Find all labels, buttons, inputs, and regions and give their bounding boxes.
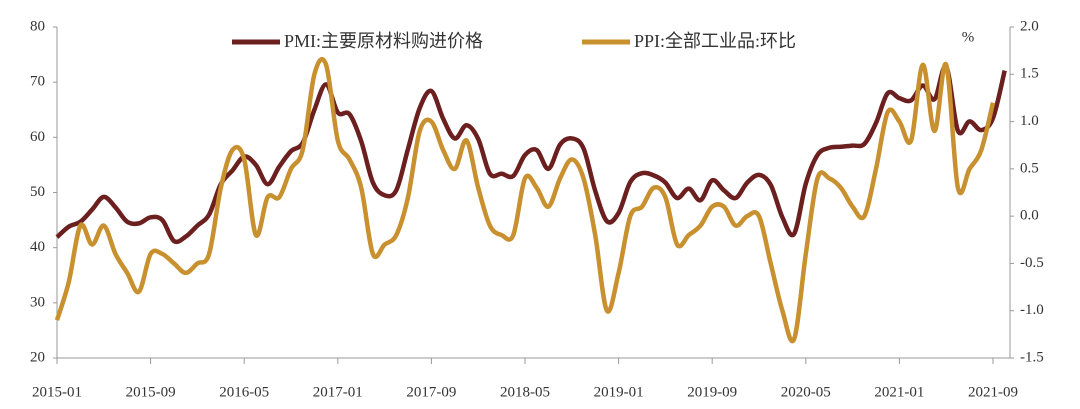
y-tick-label: 70	[30, 74, 45, 90]
x-tick-label: 2019-01	[594, 384, 644, 400]
series-line	[54, 56, 996, 344]
y2-tick-label: -0.5	[1020, 255, 1044, 271]
legend-label: PMI:主要原材料购进价格	[284, 31, 483, 51]
x-tick-label: 2016-05	[219, 384, 269, 400]
x-tick-label: 2021-01	[874, 384, 924, 400]
y2-tick-label: -1.5	[1020, 349, 1044, 365]
y2-tick-label: 2.0	[1020, 18, 1039, 34]
y2-unit: %	[962, 29, 975, 45]
y-tick-label: 30	[30, 294, 45, 310]
y2-tick-label: 0.0	[1020, 208, 1039, 224]
x-tick-label: 2019-09	[687, 384, 737, 400]
y2-tick-label: -1.0	[1020, 302, 1044, 318]
y2-tick-label: 0.5	[1020, 160, 1039, 176]
x-tick-label: 2015-09	[126, 384, 176, 400]
y-tick-label: 50	[30, 184, 45, 200]
x-tick-label: 2017-09	[406, 384, 456, 400]
x-tick-label: 2015-01	[32, 384, 82, 400]
x-tick-label: 2018-05	[500, 384, 550, 400]
y-tick-label: 20	[30, 349, 45, 365]
x-tick-label: 2021-09	[968, 384, 1018, 400]
legend: PMI:主要原材料购进价格 PPI:全部工业品:环比	[232, 31, 796, 51]
y-tick-label: 60	[30, 129, 45, 145]
y-tick-label: 80	[30, 18, 45, 34]
y-tick-label: 40	[30, 239, 45, 255]
x-tick-label: 2020-05	[781, 384, 831, 400]
y2-tick-label: 1.0	[1020, 113, 1039, 129]
y2-tick-label: 1.5	[1020, 66, 1039, 82]
series-line	[55, 64, 1007, 245]
legend-label: PPI:全部工业品:环比	[634, 31, 796, 51]
x-tick-label: 2017-01	[313, 384, 363, 400]
